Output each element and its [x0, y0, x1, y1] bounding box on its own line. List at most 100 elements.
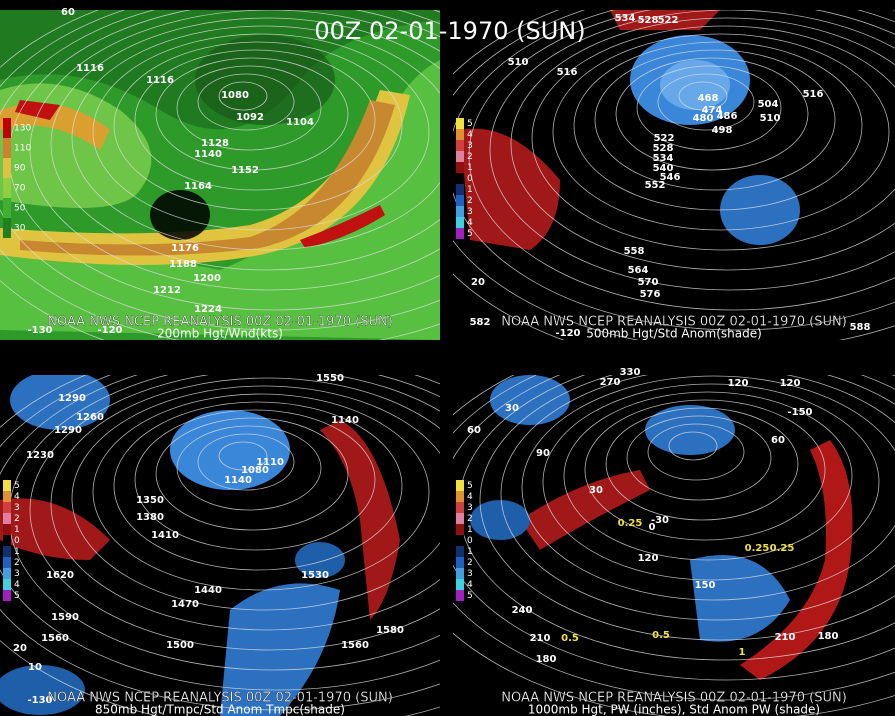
- contour-label: 1350: [136, 495, 164, 506]
- contour: [50, 377, 440, 631]
- contour-label: 1: [739, 647, 746, 658]
- contour-label: 576: [640, 289, 661, 300]
- contour: [176, 425, 322, 511]
- contour-label: 564: [628, 265, 649, 276]
- contour-label: 534: [615, 13, 636, 24]
- legend-swatch: [456, 151, 464, 162]
- legend-swatch: [456, 557, 464, 568]
- legend-label: 0: [14, 536, 20, 546]
- legend-swatch: [456, 217, 464, 228]
- contour-group: [453, 10, 895, 340]
- contour-label: 1224: [194, 304, 222, 315]
- contour-label: 516: [557, 67, 578, 78]
- contour: [218, 441, 268, 471]
- contour: [453, 375, 895, 681]
- legend-label: 2: [467, 196, 473, 206]
- contour: [626, 415, 772, 501]
- source-caption: NOAA NWS NCEP REANALYSIS 00Z 02-01-1970 …: [501, 691, 847, 706]
- contour-label: 1200: [193, 273, 221, 284]
- legend-label: 1: [467, 525, 473, 535]
- contour-label: 120: [728, 378, 749, 389]
- legend-swatch: [3, 590, 11, 601]
- contour: [453, 375, 895, 701]
- contour-label: 1080: [241, 465, 269, 476]
- legend-label: 1: [467, 163, 473, 173]
- legend-label: 3: [467, 503, 473, 513]
- legend-label: 2: [467, 152, 473, 162]
- contour-label: 1128: [201, 138, 229, 149]
- contour: [0, 375, 440, 711]
- contour-label: 30: [589, 485, 603, 496]
- contour: [552, 33, 890, 231]
- legend-swatch: [3, 579, 11, 590]
- panel-1-map: [0, 10, 440, 340]
- contour-label: -120: [97, 325, 122, 336]
- legend-label: 4: [467, 580, 473, 590]
- contour-label: 1212: [153, 285, 181, 296]
- legend-swatch: [456, 590, 464, 601]
- contour-label: 1092: [236, 112, 264, 123]
- contour-label: 90: [536, 448, 550, 459]
- legend-swatch: [3, 524, 11, 535]
- legend-swatch: [456, 195, 464, 206]
- contour-label: 1500: [166, 640, 194, 651]
- legend-label: 0: [467, 174, 473, 184]
- contour-label: 546: [660, 172, 681, 183]
- contour-label: 522: [658, 15, 679, 26]
- contour-label: 1410: [151, 530, 179, 541]
- contour: [0, 10, 440, 331]
- legend-label: 50: [14, 204, 26, 214]
- contour: [218, 81, 268, 111]
- contour-label: 1176: [171, 243, 199, 254]
- legend-swatch: [456, 173, 464, 184]
- panel-caption: 200mb Hgt/Wnd(kts): [157, 327, 283, 341]
- legend-label: 4: [467, 130, 473, 140]
- contour-label: 1590: [51, 612, 79, 623]
- legend-label: 30: [14, 224, 26, 234]
- legend-swatch: [3, 178, 11, 198]
- contour: [71, 25, 440, 251]
- contour: [92, 393, 430, 591]
- legend-label: 1: [14, 547, 20, 557]
- contour: [134, 409, 376, 551]
- contour: [29, 375, 440, 651]
- contour-label: 522: [654, 133, 675, 144]
- contour-label: 1104: [286, 117, 314, 128]
- contour: [563, 391, 853, 561]
- contour-label: 1152: [231, 165, 259, 176]
- legend-swatch: [456, 491, 464, 502]
- contour-label: 540: [653, 163, 674, 174]
- contour: [531, 25, 895, 251]
- contour-label: 0.5: [652, 630, 670, 641]
- contour-label: 0.5: [561, 633, 579, 644]
- legend-label: 4: [467, 492, 473, 502]
- contour-label: 486: [717, 111, 738, 122]
- contour-label: 558: [624, 246, 645, 257]
- legend-swatch: [456, 118, 464, 129]
- contour: [605, 407, 799, 521]
- legend-swatch: [3, 502, 11, 513]
- contour-label: 1230: [26, 450, 54, 461]
- contour-group: [0, 10, 440, 340]
- legend-swatch: [456, 162, 464, 173]
- contour: [678, 81, 728, 111]
- legend-swatch: [456, 129, 464, 140]
- contour-label: 270: [600, 377, 621, 388]
- legend-label: 0: [467, 536, 473, 546]
- contour: [453, 10, 895, 331]
- contour-label: 210: [775, 632, 796, 643]
- legend-label: 2: [14, 558, 20, 568]
- legend-label: 3: [14, 503, 20, 513]
- contour-label: 120: [638, 553, 659, 564]
- contour: [489, 10, 895, 291]
- contour-label: 1116: [76, 63, 104, 74]
- source-caption: NOAA NWS NCEP REANALYSIS 00Z 02-01-1970 …: [47, 691, 393, 706]
- legend-swatch: [3, 491, 11, 502]
- legend-swatch: [3, 198, 11, 218]
- contour-label: -120: [555, 328, 580, 339]
- panel-4-map: [470, 375, 853, 680]
- legend-swatch: [456, 480, 464, 491]
- contour: [584, 399, 826, 541]
- contour: [468, 10, 895, 311]
- legend-label: 4: [467, 218, 473, 228]
